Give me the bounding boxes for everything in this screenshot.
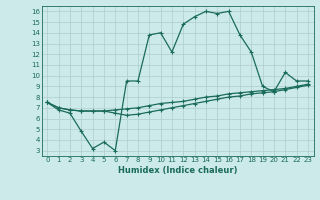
X-axis label: Humidex (Indice chaleur): Humidex (Indice chaleur) [118,166,237,175]
